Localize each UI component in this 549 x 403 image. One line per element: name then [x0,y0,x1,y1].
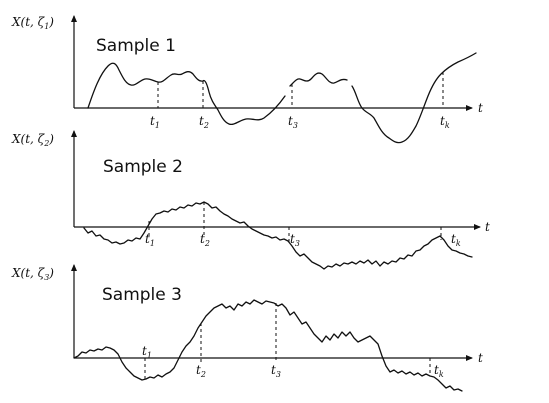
sample-2-t-axis-label: t [485,220,490,234]
sample-3-y-label: X(t, ζ3) [11,266,54,282]
sample-1-tick-tk: tk [440,114,450,130]
sample-1-panel: X(t, ζ1) t Sample 1 t1 t2 t3 tk [11,15,483,144]
sample-3-tick-tk: tk [434,363,444,379]
sample-2-tick-t1: t1 [145,232,155,248]
sample-1-curve [87,52,477,144]
sample-1-tick-t2: t2 [199,114,209,130]
sample-2-tick-tk: tk [451,232,461,248]
sample-2-title: Sample 2 [103,157,183,177]
sample-3-t-axis-label: t [478,351,483,365]
sample-3-title: Sample 3 [102,285,182,305]
sample-2-tick-t2: t2 [200,232,210,248]
sample-1-title: Sample 1 [96,36,176,56]
sample-1-tick-t1: t1 [150,114,160,130]
sample-2-curve [83,201,473,270]
sample-1-t-axis-label: t [478,101,483,115]
sample-3-tick-t3: t3 [271,363,281,379]
sample-3-curve [73,299,463,392]
sample-3-panel: X(t, ζ3) t Sample 3 t1 t2 t3 tk [11,264,483,392]
sample-2-y-label: X(t, ζ2) [11,132,54,148]
sample-2-panel: X(t, ζ2) t Sample 2 t1 t2 t3 tk [11,130,490,270]
sample-1-y-label: X(t, ζ1) [11,15,54,31]
sample-3-tick-t2: t2 [196,363,206,379]
sample-2-tick-t3: t3 [290,232,300,248]
sample-1-tick-t3: t3 [288,114,298,130]
sample-3-tick-t1: t1 [142,344,152,360]
